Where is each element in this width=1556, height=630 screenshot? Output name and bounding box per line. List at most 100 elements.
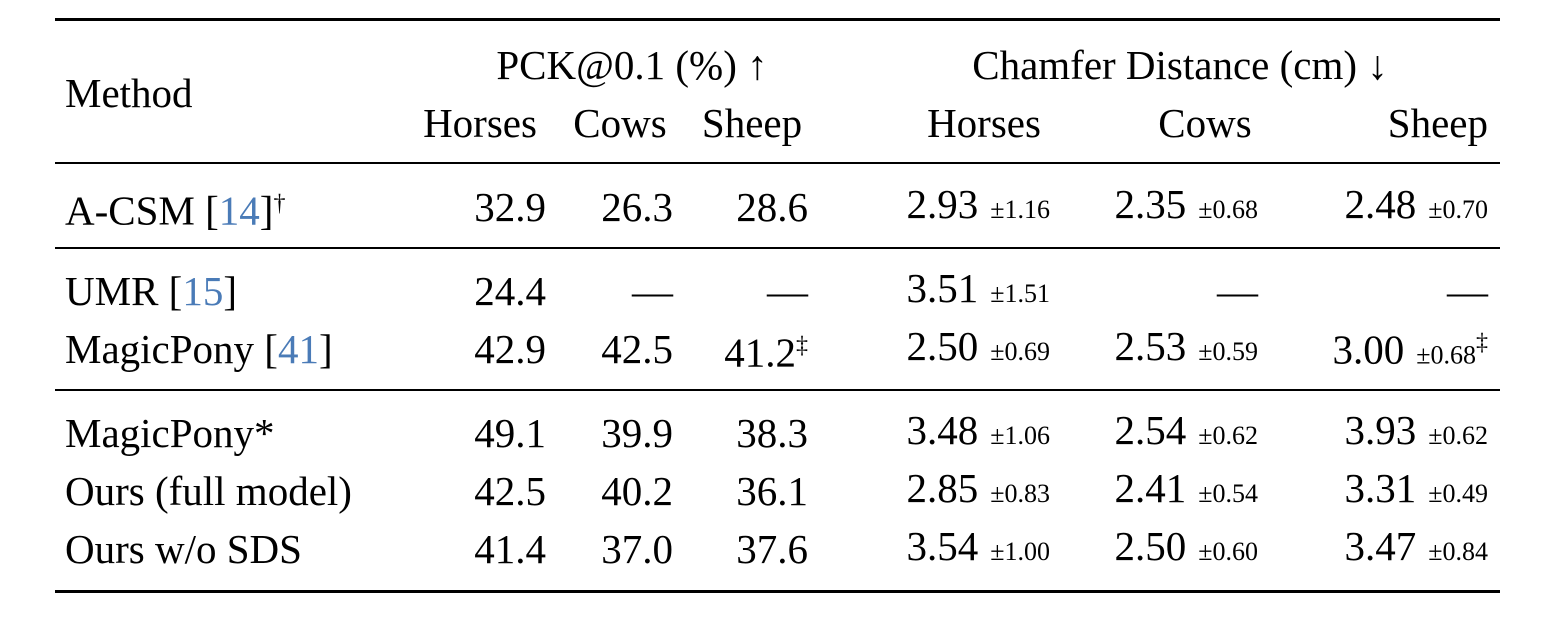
cd-std: ±0.54 bbox=[1198, 479, 1258, 508]
cd-mean: 3.51 bbox=[906, 265, 979, 311]
cd-cell: 2.53 ±0.59 bbox=[1114, 321, 1258, 377]
method: Ours (full model) bbox=[65, 466, 352, 516]
cd-std: ±0.70 bbox=[1428, 195, 1488, 224]
method: Ours w/o SDS bbox=[65, 524, 302, 574]
cd-std: ±1.51 bbox=[990, 279, 1050, 308]
cd-std: ±1.00 bbox=[990, 537, 1050, 566]
pck-value: 26.3 bbox=[601, 184, 673, 230]
pck-cell: — bbox=[632, 266, 673, 316]
pck-value: 41.2 bbox=[724, 329, 796, 376]
method-part: † bbox=[273, 190, 286, 217]
method-part: Ours w/o SDS bbox=[65, 526, 302, 572]
cd-std: ±0.49 bbox=[1428, 479, 1488, 508]
group-header: Chamfer Distance (cm) ↓ bbox=[972, 42, 1388, 88]
header-method: Method bbox=[65, 70, 193, 116]
column-header: Cows bbox=[573, 100, 667, 146]
group-rule bbox=[55, 247, 1500, 249]
pck-value: 49.1 bbox=[474, 410, 546, 456]
citation: 15 bbox=[182, 268, 224, 314]
pck-value: 42.5 bbox=[601, 326, 673, 372]
pck-value: 40.2 bbox=[601, 468, 673, 514]
cd-std: ±0.60 bbox=[1198, 537, 1258, 566]
cd-cell: — bbox=[1447, 266, 1488, 316]
pck-cell: 32.9 bbox=[474, 182, 546, 232]
method-part: ] bbox=[223, 268, 237, 314]
cd-cell: 2.41 ±0.54 bbox=[1114, 463, 1258, 519]
pck-cell: 40.2 bbox=[601, 466, 673, 516]
pck-value: 37.6 bbox=[736, 526, 808, 572]
method-part: A-CSM [ bbox=[65, 187, 219, 234]
pck-cell: 37.0 bbox=[601, 524, 673, 574]
pck-cell: 39.9 bbox=[601, 408, 673, 458]
pck-cell: 42.9 bbox=[474, 324, 546, 374]
column-header: Horses bbox=[423, 100, 537, 146]
pck-value: 32.9 bbox=[474, 184, 546, 230]
pck-cell: 24.4 bbox=[474, 266, 546, 316]
pck-value: 28.6 bbox=[736, 184, 808, 230]
cd-cell: 3.51 ±1.51 bbox=[906, 263, 1050, 319]
cd-std: ±0.68 bbox=[1198, 195, 1258, 224]
citation: 41 bbox=[277, 326, 319, 372]
cd-mean: 3.54 bbox=[906, 523, 979, 569]
cd-mean: 2.48 bbox=[1344, 181, 1417, 227]
pck-cell: 42.5 bbox=[474, 466, 546, 516]
cd-mean: 3.31 bbox=[1344, 465, 1417, 511]
pck-cell: 37.6 bbox=[736, 524, 808, 574]
method-part: ] bbox=[318, 326, 333, 372]
cd-std: ±0.84 bbox=[1428, 537, 1488, 566]
pck-value: 24.4 bbox=[474, 268, 546, 314]
cd-cell: — bbox=[1217, 266, 1258, 316]
cd-std: ±0.62 bbox=[1428, 421, 1488, 450]
cd-mean: 2.85 bbox=[906, 465, 979, 511]
cd-cell: 3.47 ±0.84 bbox=[1344, 521, 1488, 577]
cd-cell: 2.50 ±0.69 bbox=[906, 321, 1050, 377]
cd-cell: 3.00 ±0.68‡ bbox=[1332, 318, 1488, 381]
cd-mean: 2.50 bbox=[906, 323, 979, 369]
column-header: Horses bbox=[927, 100, 1041, 146]
cd-mean: 2.54 bbox=[1114, 407, 1187, 453]
method: A-CSM [14]† bbox=[65, 179, 285, 236]
pck-value: 39.9 bbox=[601, 410, 673, 456]
pck-cell: 41.2‡ bbox=[724, 321, 808, 378]
column-header: Sheep bbox=[701, 100, 803, 146]
cd-mean: — bbox=[1447, 268, 1488, 314]
pck-cell: — bbox=[767, 266, 808, 316]
pck-value: 37.0 bbox=[601, 526, 673, 572]
cd-cell: 2.85 ±0.83 bbox=[906, 463, 1050, 519]
cd-mean: 2.35 bbox=[1114, 181, 1187, 227]
cd-mean: — bbox=[1217, 268, 1258, 314]
method-part: ] bbox=[259, 187, 274, 234]
footnote-mark: ‡ bbox=[796, 332, 808, 359]
pck-value: — bbox=[767, 268, 808, 314]
pck-cell: 26.3 bbox=[601, 182, 673, 232]
cd-mean: 2.41 bbox=[1114, 465, 1187, 511]
method: MagicPony* bbox=[65, 408, 275, 458]
method-part: Ours (full model) bbox=[65, 468, 352, 514]
top-rule bbox=[55, 18, 1500, 21]
method: MagicPony [41] bbox=[65, 324, 333, 374]
cd-std: ±0.69 bbox=[990, 337, 1050, 366]
bottom-rule bbox=[55, 590, 1500, 593]
cd-mean: 3.48 bbox=[906, 407, 979, 453]
method: UMR [15] bbox=[65, 266, 237, 316]
column-header: Cows bbox=[1158, 100, 1252, 146]
cd-cell: 2.35 ±0.68 bbox=[1114, 179, 1258, 235]
cd-std: ±0.62 bbox=[1198, 421, 1258, 450]
method-part: UMR [ bbox=[65, 268, 183, 314]
cd-mean: 2.50 bbox=[1114, 523, 1187, 569]
cd-mean: 2.53 bbox=[1114, 323, 1187, 369]
cd-std: ±0.68 bbox=[1416, 340, 1476, 370]
method-part: MagicPony* bbox=[65, 410, 275, 456]
cd-std: ±1.16 bbox=[990, 195, 1050, 224]
cd-std: ±0.59 bbox=[1198, 337, 1258, 366]
cd-mean: 3.93 bbox=[1344, 407, 1417, 453]
cd-cell: 2.54 ±0.62 bbox=[1114, 405, 1258, 461]
group-rule bbox=[55, 389, 1500, 391]
pck-cell: 41.4 bbox=[474, 524, 546, 574]
pck-value: — bbox=[632, 268, 673, 314]
cd-mean: 3.47 bbox=[1344, 523, 1417, 569]
cd-cell: 2.48 ±0.70 bbox=[1344, 179, 1488, 235]
pck-value: 42.5 bbox=[474, 468, 546, 514]
header-rule bbox=[55, 162, 1500, 164]
